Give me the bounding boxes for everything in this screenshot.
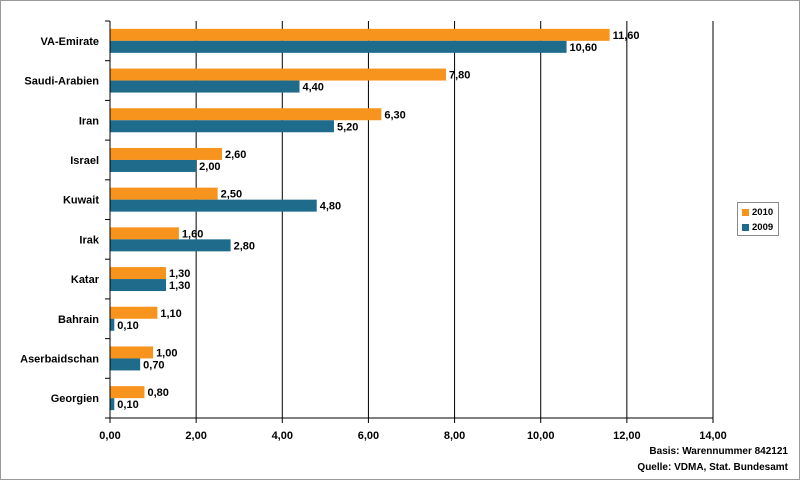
bar-2010: [110, 187, 218, 200]
bar-2009: [110, 279, 166, 292]
data-label: 2,50: [221, 189, 242, 201]
legend: 2010 2009: [737, 202, 779, 236]
x-tick-label: 0,00: [99, 430, 120, 442]
bar-2010: [110, 28, 610, 41]
x-tick-label: 6,00: [358, 430, 379, 442]
data-label: 6,30: [384, 109, 405, 121]
data-label: 2,60: [225, 149, 246, 161]
bar-2010: [110, 227, 179, 240]
data-label: 0,10: [117, 320, 138, 332]
bar-2009: [110, 358, 141, 371]
bar-2010: [110, 346, 154, 359]
source-quelle-note: Quelle: VDMA, Stat. Bundesamt: [637, 462, 788, 473]
data-label: 1,60: [182, 228, 203, 240]
source-basis-note: Basis: Warennummer 842121: [649, 446, 788, 457]
data-label: 0,10: [117, 399, 138, 411]
bar-2010: [110, 306, 158, 319]
data-label: 10,60: [570, 42, 598, 54]
bar-2010: [110, 68, 446, 81]
legend-item-2009: 2009: [742, 221, 773, 233]
legend-label-2009: 2009: [752, 221, 774, 233]
legend-swatch-2010: [742, 208, 749, 216]
x-tick-label: 2,00: [185, 430, 206, 442]
bar-2010: [110, 267, 166, 280]
category-label: Katar: [71, 274, 100, 286]
legend-label-2010: 2010: [752, 206, 774, 218]
data-label: 4,40: [303, 82, 324, 94]
data-label: 7,80: [449, 70, 470, 82]
category-label: Israel: [70, 155, 99, 167]
bar-2010: [110, 147, 222, 160]
bar-2009: [110, 40, 567, 53]
bar-2009: [110, 120, 334, 133]
bar-2009: [110, 318, 115, 331]
data-label: 2,00: [199, 161, 220, 173]
data-label: 1,00: [156, 347, 177, 359]
data-label: 11,60: [613, 30, 640, 42]
legend-item-2010: 2010: [742, 206, 773, 218]
category-label: Saudi-Arabien: [24, 76, 99, 88]
data-label: 0,70: [143, 359, 164, 371]
category-label: Bahrain: [58, 314, 99, 326]
data-label: 2,80: [234, 240, 255, 252]
category-label: Irak: [79, 234, 99, 246]
x-tick-label: 8,00: [444, 430, 465, 442]
data-label: 0,80: [147, 387, 168, 399]
category-label: Aserbaidschan: [20, 353, 99, 365]
x-tick-label: 4,00: [272, 430, 293, 442]
bar-2009: [110, 80, 300, 93]
category-label: VA-Emirate: [41, 36, 99, 48]
data-label: 1,10: [160, 308, 181, 320]
category-label: Kuwait: [63, 195, 99, 207]
x-tick-label: 14,00: [699, 430, 727, 442]
legend-swatch-2009: [742, 223, 749, 231]
category-label: Georgien: [51, 393, 100, 405]
bar-2010: [110, 108, 382, 121]
x-tick-label: 12,00: [613, 430, 641, 442]
data-label: 4,80: [320, 201, 341, 213]
data-label: 1,30: [169, 268, 190, 280]
bar-2010: [110, 386, 145, 399]
x-tick-label: 10,00: [527, 430, 555, 442]
category-label: Iran: [79, 115, 99, 127]
bar-2009: [110, 159, 197, 172]
bar-2009: [110, 199, 317, 212]
bar-2009: [110, 398, 115, 411]
data-label: 1,30: [169, 280, 190, 292]
data-label: 5,20: [337, 121, 358, 133]
bar-2009: [110, 239, 231, 252]
